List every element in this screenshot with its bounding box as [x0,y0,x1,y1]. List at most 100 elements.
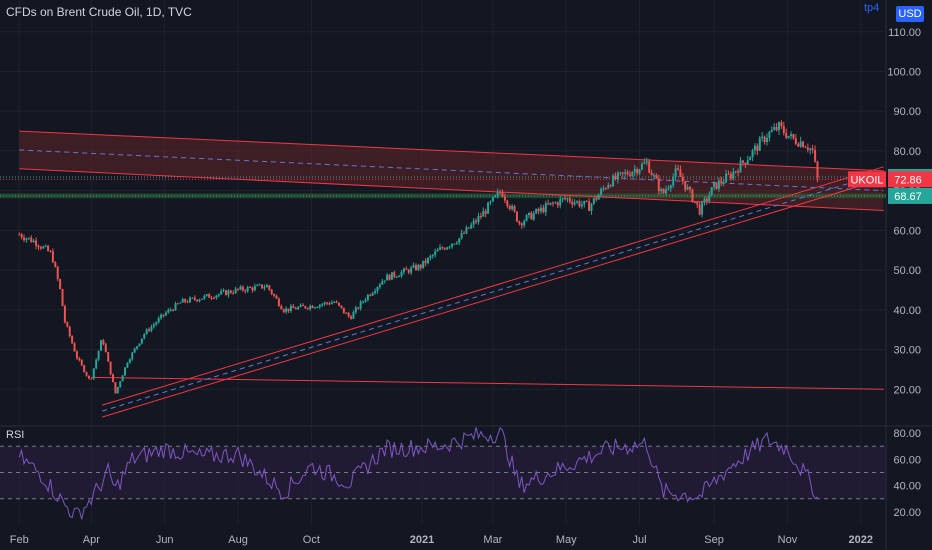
candle-body [765,137,768,143]
candle-body [407,269,410,273]
candle-body [345,312,348,314]
currency-button[interactable]: USD [896,6,924,22]
candle-body [720,180,723,184]
candle-body [600,189,603,195]
candle-body [311,305,314,308]
candle-body [487,202,490,214]
candle-body [143,333,146,339]
candle-body [640,163,643,170]
price-tick-label: 80.00 [893,146,921,158]
trendlines [19,130,884,418]
candle-body [75,351,78,359]
candle-body [458,238,461,243]
candle-body [164,312,167,316]
candle-body [383,280,386,282]
candle-body [667,188,670,190]
candle-body [739,160,742,173]
candle-body [398,276,401,278]
candle-body [222,290,225,292]
candle-body [749,157,752,161]
candle-body [217,294,220,296]
price-tick-label: 50.00 [893,265,921,277]
candle-body [205,294,208,296]
candle-body [499,191,502,193]
candle-body [193,297,196,300]
candle-body [436,249,439,252]
candle-body [184,298,187,302]
rsi-tick-label: 20.00 [893,507,921,519]
candle-body [463,233,466,235]
candle-body [390,272,393,280]
candle-body [313,307,316,309]
time-axis[interactable]: Feb Apr Jun Aug Oct 2021 Mar May Jul Sep Nov 2022 [10,534,873,546]
candle-body [744,162,747,165]
candle-body [725,173,728,183]
candle-body [441,247,444,249]
candle-body [128,359,131,363]
price-tick-label: 100.00 [887,66,921,78]
price-tick-label: 40.00 [893,305,921,317]
candle-body [585,200,588,202]
candle-body [227,290,230,296]
candle-body [624,172,627,174]
candle-body [763,136,766,143]
candle-body [107,352,110,362]
candle-body [650,172,653,176]
candle-body [112,374,115,383]
candle-body [434,251,437,256]
candle-body [662,189,665,194]
candle-body [465,227,468,234]
candle-body [136,346,139,349]
candle-body [814,149,817,162]
candle-body [133,348,136,353]
candle-body [61,288,64,307]
candle-body [249,287,252,289]
candle-body [595,198,598,200]
candle-body [525,215,528,221]
candle-body [56,266,59,280]
candle-body [273,293,276,296]
candle-body [753,145,756,151]
tp4-marker: tp4 [864,2,880,14]
candle-body [99,340,102,351]
candle-body [616,172,619,180]
candle-body [188,297,191,303]
candle-body [169,309,172,311]
candle-body [140,338,143,344]
candle-body [131,352,134,360]
candle-body [530,212,533,220]
candle-body [102,340,105,345]
candle-body [580,204,583,207]
candle-body [342,307,345,313]
candle-body [359,301,362,309]
candle-body [357,307,360,309]
candle-body [268,285,271,290]
candle-body [751,150,754,158]
candle-body [701,202,704,215]
price-tick-label: 30.00 [893,345,921,357]
candle-body [564,198,567,200]
candle-body [737,171,740,173]
candle-body [212,297,215,299]
candle-body [285,308,288,313]
candle-body [395,276,398,278]
candle-body [275,295,278,299]
candle-body [210,297,213,299]
candle-body [44,245,47,247]
candle-body [244,290,247,292]
candle-body [160,314,163,319]
candle-body [535,208,538,214]
candle-body [467,227,470,229]
candle-body [790,134,793,136]
candle-body [626,172,629,175]
candle-body [25,238,28,241]
candle-body [354,307,357,313]
time-tick-label: Jul [633,534,647,546]
candle-body [655,175,658,179]
candle-body [592,198,595,204]
candle-body [578,201,581,207]
rsi-tick-label: 60.00 [893,454,921,466]
time-tick-label: 2022 [849,534,873,546]
